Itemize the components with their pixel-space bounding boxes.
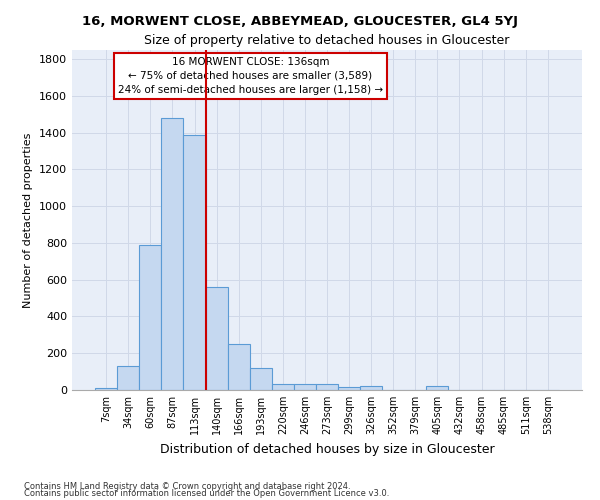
Bar <box>206 287 227 390</box>
Bar <box>250 368 272 390</box>
Bar <box>294 384 316 390</box>
Bar <box>360 386 382 390</box>
Text: Contains HM Land Registry data © Crown copyright and database right 2024.: Contains HM Land Registry data © Crown c… <box>24 482 350 491</box>
Bar <box>427 386 448 390</box>
Bar <box>139 245 161 390</box>
Bar <box>95 388 117 390</box>
Bar <box>184 134 206 390</box>
Text: 16 MORWENT CLOSE: 136sqm
← 75% of detached houses are smaller (3,589)
24% of sem: 16 MORWENT CLOSE: 136sqm ← 75% of detach… <box>118 57 383 95</box>
Bar <box>272 384 294 390</box>
Title: Size of property relative to detached houses in Gloucester: Size of property relative to detached ho… <box>145 34 509 48</box>
Text: 16, MORWENT CLOSE, ABBEYMEAD, GLOUCESTER, GL4 5YJ: 16, MORWENT CLOSE, ABBEYMEAD, GLOUCESTER… <box>82 15 518 28</box>
X-axis label: Distribution of detached houses by size in Gloucester: Distribution of detached houses by size … <box>160 442 494 456</box>
Bar <box>227 344 250 390</box>
Bar <box>316 384 338 390</box>
Bar <box>161 118 184 390</box>
Text: Contains public sector information licensed under the Open Government Licence v3: Contains public sector information licen… <box>24 489 389 498</box>
Y-axis label: Number of detached properties: Number of detached properties <box>23 132 34 308</box>
Bar <box>117 366 139 390</box>
Bar <box>338 387 360 390</box>
